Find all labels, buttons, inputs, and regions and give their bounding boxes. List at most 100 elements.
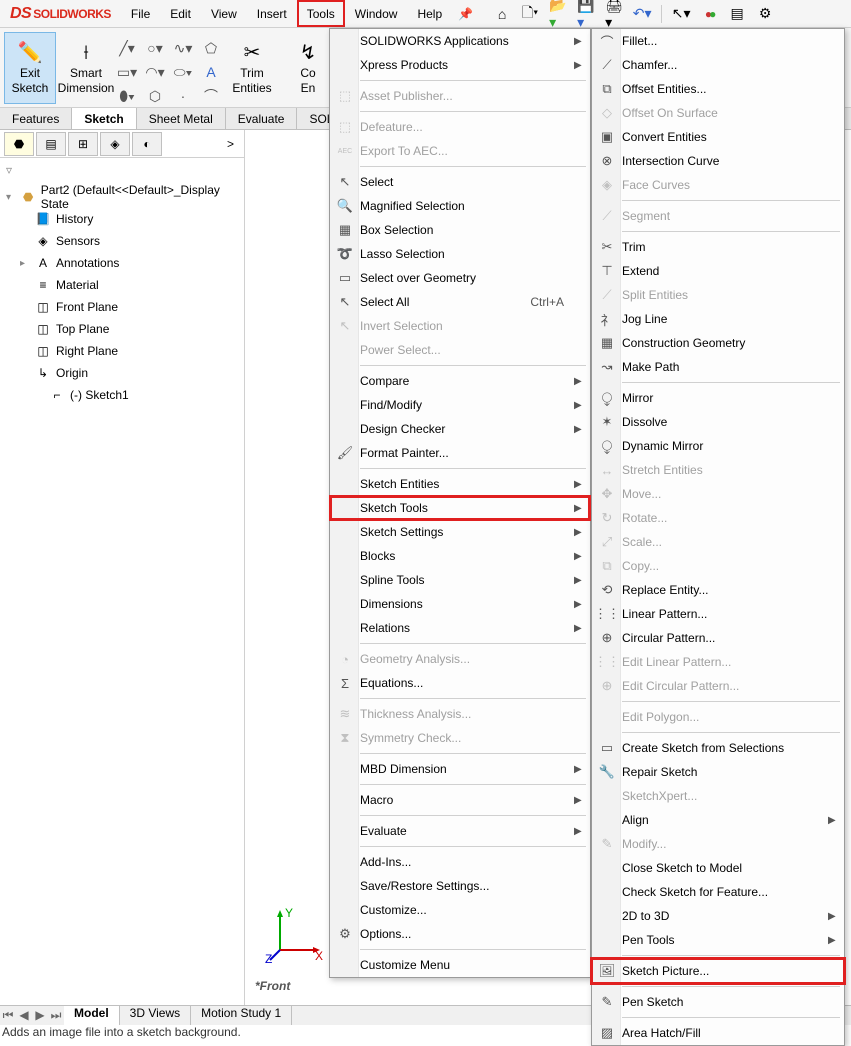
undo-icon[interactable]: ↶▾ bbox=[633, 5, 651, 23]
tree-node[interactable]: 📘History bbox=[2, 208, 242, 230]
tree-node[interactable]: ◫Right Plane bbox=[2, 340, 242, 362]
menu-item-relations[interactable]: Relations▶ bbox=[330, 616, 590, 640]
ellipse-icon[interactable]: ⬭▾ bbox=[172, 62, 194, 82]
menu-item-customize[interactable]: Customize... bbox=[330, 898, 590, 922]
fillet-ribbon-icon[interactable]: ⌒ bbox=[200, 86, 222, 106]
menu-item-convert-entities[interactable]: ▣Convert Entities bbox=[592, 125, 844, 149]
menu-item-chamfer[interactable]: ⟋Chamfer... bbox=[592, 53, 844, 77]
slot-icon[interactable]: ⬮▾ bbox=[116, 86, 138, 106]
menu-item-select[interactable]: ↖Select bbox=[330, 170, 590, 194]
circle-icon[interactable]: ○▾ bbox=[144, 38, 166, 58]
tree-node[interactable]: ◈Sensors bbox=[2, 230, 242, 252]
form-icon[interactable]: ▤ bbox=[728, 5, 746, 23]
new-icon[interactable]: 🗋▾ bbox=[521, 5, 539, 23]
menu-item-magnified-selection[interactable]: 🔍Magnified Selection bbox=[330, 194, 590, 218]
save-icon[interactable]: 💾▾ bbox=[577, 5, 595, 23]
ribbontab-evaluate[interactable]: Evaluate bbox=[226, 108, 298, 129]
menu-item-dimensions[interactable]: Dimensions▶ bbox=[330, 592, 590, 616]
spline-icon[interactable]: ∿▾ bbox=[172, 38, 194, 58]
menu-item-construction-geometry[interactable]: ▦Construction Geometry bbox=[592, 331, 844, 355]
menu-item-repair-sketch[interactable]: 🔧Repair Sketch bbox=[592, 760, 844, 784]
menu-item-sketch-tools[interactable]: Sketch Tools▶ bbox=[330, 496, 590, 520]
menu-item-customize-menu[interactable]: Customize Menu bbox=[330, 953, 590, 977]
bottom-tab-model[interactable]: Model bbox=[64, 1006, 120, 1025]
menu-insert[interactable]: Insert bbox=[247, 0, 297, 27]
menu-item-solidworks-applications[interactable]: SOLIDWORKS Applications▶ bbox=[330, 29, 590, 53]
traffic-icon[interactable]: ●● bbox=[700, 5, 718, 23]
menu-item-dynamic-mirror[interactable]: ⧬Dynamic Mirror bbox=[592, 434, 844, 458]
ribbontab-sketch[interactable]: Sketch bbox=[72, 108, 136, 129]
select-icon[interactable]: ↖▾ bbox=[672, 5, 690, 23]
open-icon[interactable]: 📂▾ bbox=[549, 5, 567, 23]
tree-tab-2[interactable]: ▤ bbox=[36, 132, 66, 156]
menu-item-find-modify[interactable]: Find/Modify▶ bbox=[330, 393, 590, 417]
menu-item-2d-to-3d[interactable]: 2D to 3D▶ bbox=[592, 904, 844, 928]
menu-item-add-ins[interactable]: Add-Ins... bbox=[330, 850, 590, 874]
menu-help[interactable]: Help bbox=[407, 0, 452, 27]
menu-edit[interactable]: Edit bbox=[160, 0, 201, 27]
rect-icon[interactable]: ▭▾ bbox=[116, 62, 138, 82]
menu-item-evaluate[interactable]: Evaluate▶ bbox=[330, 819, 590, 843]
tree-tab-feature[interactable]: ⬣ bbox=[4, 132, 34, 156]
options-icon[interactable]: ⚙ bbox=[756, 5, 774, 23]
menu-item-create-sketch-from-selections[interactable]: ▭Create Sketch from Selections bbox=[592, 736, 844, 760]
menu-item-check-sketch-for-feature[interactable]: Check Sketch for Feature... bbox=[592, 880, 844, 904]
menu-item-offset-entities[interactable]: ⧉Offset Entities... bbox=[592, 77, 844, 101]
menu-item-blocks[interactable]: Blocks▶ bbox=[330, 544, 590, 568]
menu-item-options[interactable]: ⚙Options... bbox=[330, 922, 590, 946]
menu-item-select-over-geometry[interactable]: ▭Select over Geometry bbox=[330, 266, 590, 290]
menu-item-xpress-products[interactable]: Xpress Products▶ bbox=[330, 53, 590, 77]
menu-item-save-restore-settings[interactable]: Save/Restore Settings... bbox=[330, 874, 590, 898]
menu-item-equations[interactable]: ΣEquations... bbox=[330, 671, 590, 695]
text-icon[interactable]: A bbox=[200, 62, 222, 82]
home-icon[interactable]: ⌂ bbox=[493, 5, 511, 23]
menu-item-macro[interactable]: Macro▶ bbox=[330, 788, 590, 812]
tab-nav-arrows[interactable]: ⏮◀▶⏭ bbox=[0, 1008, 64, 1023]
menu-tools[interactable]: Tools bbox=[297, 0, 345, 27]
menu-item-linear-pattern[interactable]: ⋮⋮Linear Pattern... bbox=[592, 602, 844, 626]
ribbon-exit-button[interactable]: ✏️ExitSketch bbox=[4, 32, 56, 104]
menu-item-pen-tools[interactable]: Pen Tools▶ bbox=[592, 928, 844, 952]
ribbontab-sheet-metal[interactable]: Sheet Metal bbox=[137, 108, 226, 129]
tree-node[interactable]: ◫Top Plane bbox=[2, 318, 242, 340]
bottom-tab-motion-study-1[interactable]: Motion Study 1 bbox=[191, 1006, 292, 1025]
tree-node[interactable]: ⌐(-) Sketch1 bbox=[2, 384, 242, 406]
menu-item-format-painter[interactable]: 🖌Format Painter... bbox=[330, 441, 590, 465]
hex-icon[interactable]: ⬡ bbox=[144, 86, 166, 106]
menu-item-select-all[interactable]: ↖Select AllCtrl+A bbox=[330, 290, 590, 314]
menu-item-replace-entity[interactable]: ⟲Replace Entity... bbox=[592, 578, 844, 602]
ribbon-smart-button[interactable]: ⟊SmartDimension bbox=[60, 32, 112, 104]
menu-item-close-sketch-to-model[interactable]: Close Sketch to Model bbox=[592, 856, 844, 880]
menu-view[interactable]: View bbox=[201, 0, 247, 27]
poly-icon[interactable]: ⬠ bbox=[200, 38, 222, 58]
menu-item-pen-sketch[interactable]: ✎Pen Sketch bbox=[592, 990, 844, 1014]
menu-item-jog-line[interactable]: ⺭Jog Line bbox=[592, 307, 844, 331]
tree-node[interactable]: ↳Origin bbox=[2, 362, 242, 384]
menu-item-dissolve[interactable]: ✶Dissolve bbox=[592, 410, 844, 434]
menu-item-compare[interactable]: Compare▶ bbox=[330, 369, 590, 393]
point-icon[interactable]: · bbox=[172, 86, 194, 106]
tree-expand-icon[interactable]: > bbox=[221, 137, 240, 151]
print-icon[interactable]: 🖨▾ bbox=[605, 5, 623, 23]
tree-node[interactable]: ≡Material bbox=[2, 274, 242, 296]
menu-item-align[interactable]: Align▶ bbox=[592, 808, 844, 832]
menu-item-sketch-picture[interactable]: 🖼Sketch Picture... bbox=[592, 959, 844, 983]
tree-node[interactable]: ◫Front Plane bbox=[2, 296, 242, 318]
menu-item-mirror[interactable]: ⧬Mirror bbox=[592, 386, 844, 410]
menu-file[interactable]: File bbox=[121, 0, 160, 27]
tree-tab-5[interactable]: ◐ bbox=[132, 132, 162, 156]
bottom-tab-3d-views[interactable]: 3D Views bbox=[120, 1006, 191, 1025]
menu-item-fillet[interactable]: ⌒Fillet... bbox=[592, 29, 844, 53]
menu-item-trim[interactable]: ✂Trim bbox=[592, 235, 844, 259]
tree-tab-3[interactable]: ⊞ bbox=[68, 132, 98, 156]
menu-item-box-selection[interactable]: ▦Box Selection bbox=[330, 218, 590, 242]
arc-icon[interactable]: ◠▾ bbox=[144, 62, 166, 82]
pin-icon[interactable]: 📌 bbox=[458, 7, 473, 21]
tree-node[interactable]: ▸AAnnotations bbox=[2, 252, 242, 274]
menu-item-area-hatch-fill[interactable]: ▨Area Hatch/Fill bbox=[592, 1021, 844, 1045]
menu-item-lasso-selection[interactable]: ➰Lasso Selection bbox=[330, 242, 590, 266]
menu-item-extend[interactable]: ⊤Extend bbox=[592, 259, 844, 283]
tree-root[interactable]: ▾ ⬣ Part2 (Default<<Default>_Display Sta… bbox=[2, 186, 242, 208]
menu-item-sketch-settings[interactable]: Sketch Settings▶ bbox=[330, 520, 590, 544]
menu-item-intersection-curve[interactable]: ⊗Intersection Curve bbox=[592, 149, 844, 173]
